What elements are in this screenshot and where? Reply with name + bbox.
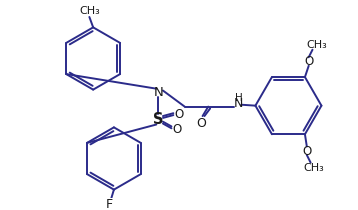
Text: O: O (196, 117, 205, 130)
Text: CH₃: CH₃ (79, 6, 100, 16)
Text: S: S (153, 112, 164, 127)
Text: N: N (153, 86, 163, 99)
Text: O: O (173, 123, 182, 136)
Text: F: F (106, 198, 113, 210)
Text: H: H (234, 93, 242, 103)
Text: CH₃: CH₃ (306, 40, 326, 50)
Text: O: O (174, 108, 184, 121)
Text: O: O (302, 145, 311, 158)
Text: N: N (234, 97, 243, 110)
Text: CH₃: CH₃ (303, 163, 324, 173)
Text: O: O (304, 55, 313, 68)
